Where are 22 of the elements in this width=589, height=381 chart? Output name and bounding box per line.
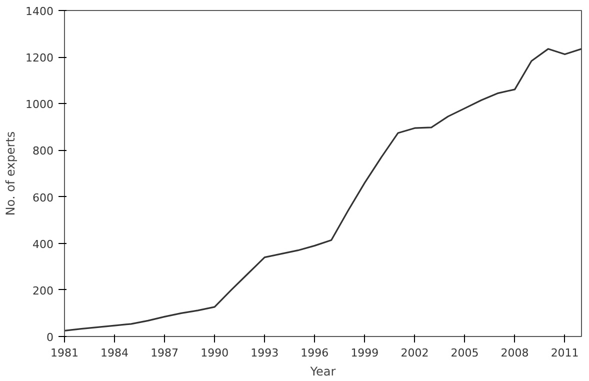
x-axis-title: Year: [309, 364, 336, 378]
x-tick-label: 2005: [450, 346, 479, 360]
y-tick-label: 1400: [26, 5, 54, 18]
y-tick-label: 200: [32, 284, 54, 298]
x-tick-label: 2002: [400, 346, 429, 360]
y-tick-label: 600: [32, 191, 54, 204]
x-tick-label: 2008: [500, 346, 529, 360]
x-tick-label: 1999: [350, 346, 379, 360]
x-tick-label: 1993: [250, 346, 279, 360]
line-series: [64, 48, 582, 332]
x-tick-label: 2011: [550, 346, 579, 360]
x-tick-label: 1984: [100, 346, 129, 360]
y-tick-label: 1200: [26, 52, 54, 65]
y-tick-label: 400: [32, 238, 54, 251]
y-tick-label: 0: [46, 331, 54, 344]
x-tick-label: 1996: [300, 346, 329, 360]
y-axis-title: No. of experts: [4, 131, 18, 216]
x-tick-label: 1981: [50, 346, 79, 360]
x-tick-label: 1990: [200, 346, 229, 360]
x-tick-label: 1987: [150, 346, 179, 360]
y-tick-label: 800: [32, 144, 54, 158]
y-tick-label: 1000: [26, 98, 54, 112]
